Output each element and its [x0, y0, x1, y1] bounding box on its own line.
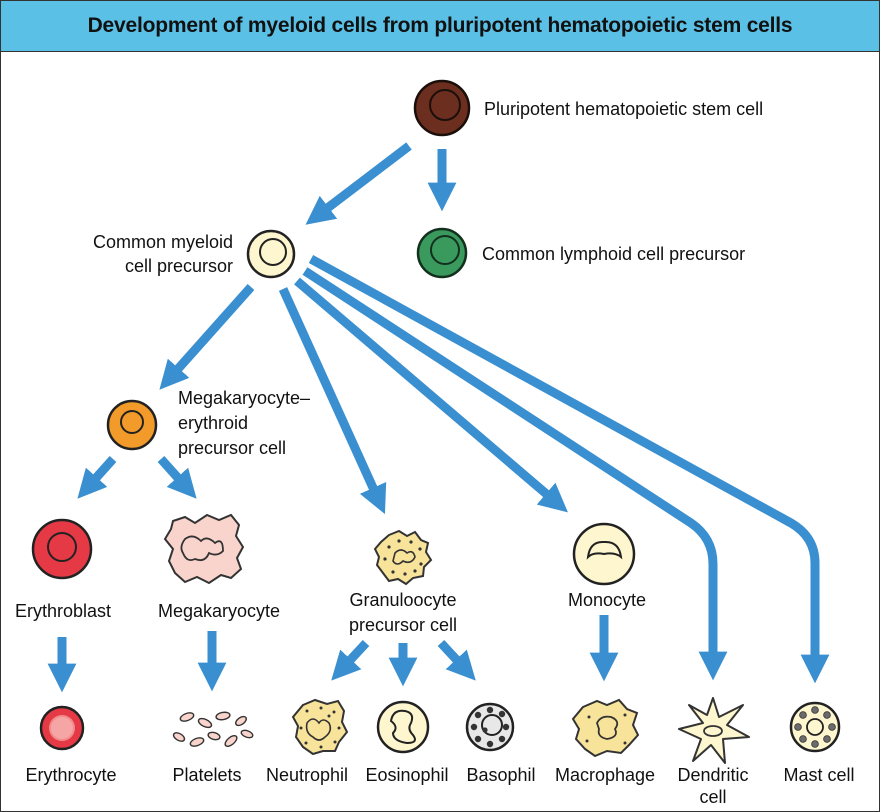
arrow-myeloid-to-dendritic	[302, 267, 728, 681]
neutrophil-label: Neutrophil	[266, 765, 348, 785]
mast-cell-label: Mast cell	[783, 765, 854, 785]
basophil-label: Basophil	[466, 765, 535, 785]
granulocyte-precursor-label-line1: Granuloocyte	[349, 590, 456, 610]
title-bar: Development of myeloid cells from plurip…	[1, 1, 879, 52]
arrows	[47, 142, 830, 693]
diagram-title: Development of myeloid cells from plurip…	[87, 14, 793, 37]
dendritic-cell-icon	[678, 697, 750, 764]
basophil-icon	[465, 702, 515, 752]
neutrophil-icon	[291, 698, 349, 756]
mep-precursor-icon	[106, 399, 158, 451]
arrow-myeloid-to-granulocyte	[278, 287, 387, 515]
mast-cell-icon	[789, 701, 841, 753]
arrow-mep-to-erythroblast	[77, 455, 117, 499]
megakaryocyte-label: Megakaryocyte	[158, 601, 280, 621]
erythrocyte-label: Erythrocyte	[25, 765, 116, 785]
arrow-stem-to-myeloid	[305, 142, 412, 225]
arrow-granulocyte-to-neutrophil	[331, 639, 370, 681]
platelets-icon	[172, 711, 254, 747]
erythroblast-icon	[31, 518, 93, 580]
lymphoid-precursor-icon	[416, 227, 468, 279]
lymphoid-precursor-label: Common lymphoid cell precursor	[482, 244, 745, 264]
arrow-granulocyte-to-basophil	[437, 639, 476, 681]
monocyte-label: Monocyte	[568, 590, 646, 610]
myeloid-precursor-label-line1: Common myeloid	[93, 232, 233, 252]
macrophage-label: Macrophage	[555, 765, 655, 785]
dendritic-cell-label-line2: cell	[699, 787, 726, 807]
arrow-myeloid-to-mep	[159, 284, 255, 390]
megakaryocyte-icon	[163, 513, 245, 585]
mep-label-line3: precursor cell	[178, 438, 286, 458]
mep-label-line2: erythroid	[178, 413, 248, 433]
granulocyte-precursor-icon	[373, 529, 433, 586]
monocyte-icon	[572, 522, 636, 586]
stem-cell-label: Pluripotent hematopoietic stem cell	[484, 99, 763, 119]
platelets-label: Platelets	[172, 765, 241, 785]
mep-label-line1: Megakaryocyte–	[178, 388, 310, 408]
stem-cell-icon	[413, 79, 471, 137]
erythroblast-label: Erythroblast	[15, 601, 111, 621]
macrophage-icon	[571, 698, 640, 758]
erythrocyte-icon	[39, 705, 85, 751]
myeloid-precursor-icon	[246, 229, 296, 279]
granulocyte-precursor-label-line2: precursor cell	[349, 615, 457, 635]
eosinophil-label: Eosinophil	[365, 765, 448, 785]
dendritic-cell-label-line1: Dendritic	[677, 765, 748, 785]
arrow-myeloid-to-monocyte	[294, 277, 568, 513]
myeloid-precursor-label-line2: cell precursor	[125, 256, 233, 276]
eosinophil-icon	[376, 700, 430, 754]
arrow-myeloid-to-mast	[308, 255, 830, 684]
arrow-mep-to-megakaryocyte	[157, 455, 197, 499]
